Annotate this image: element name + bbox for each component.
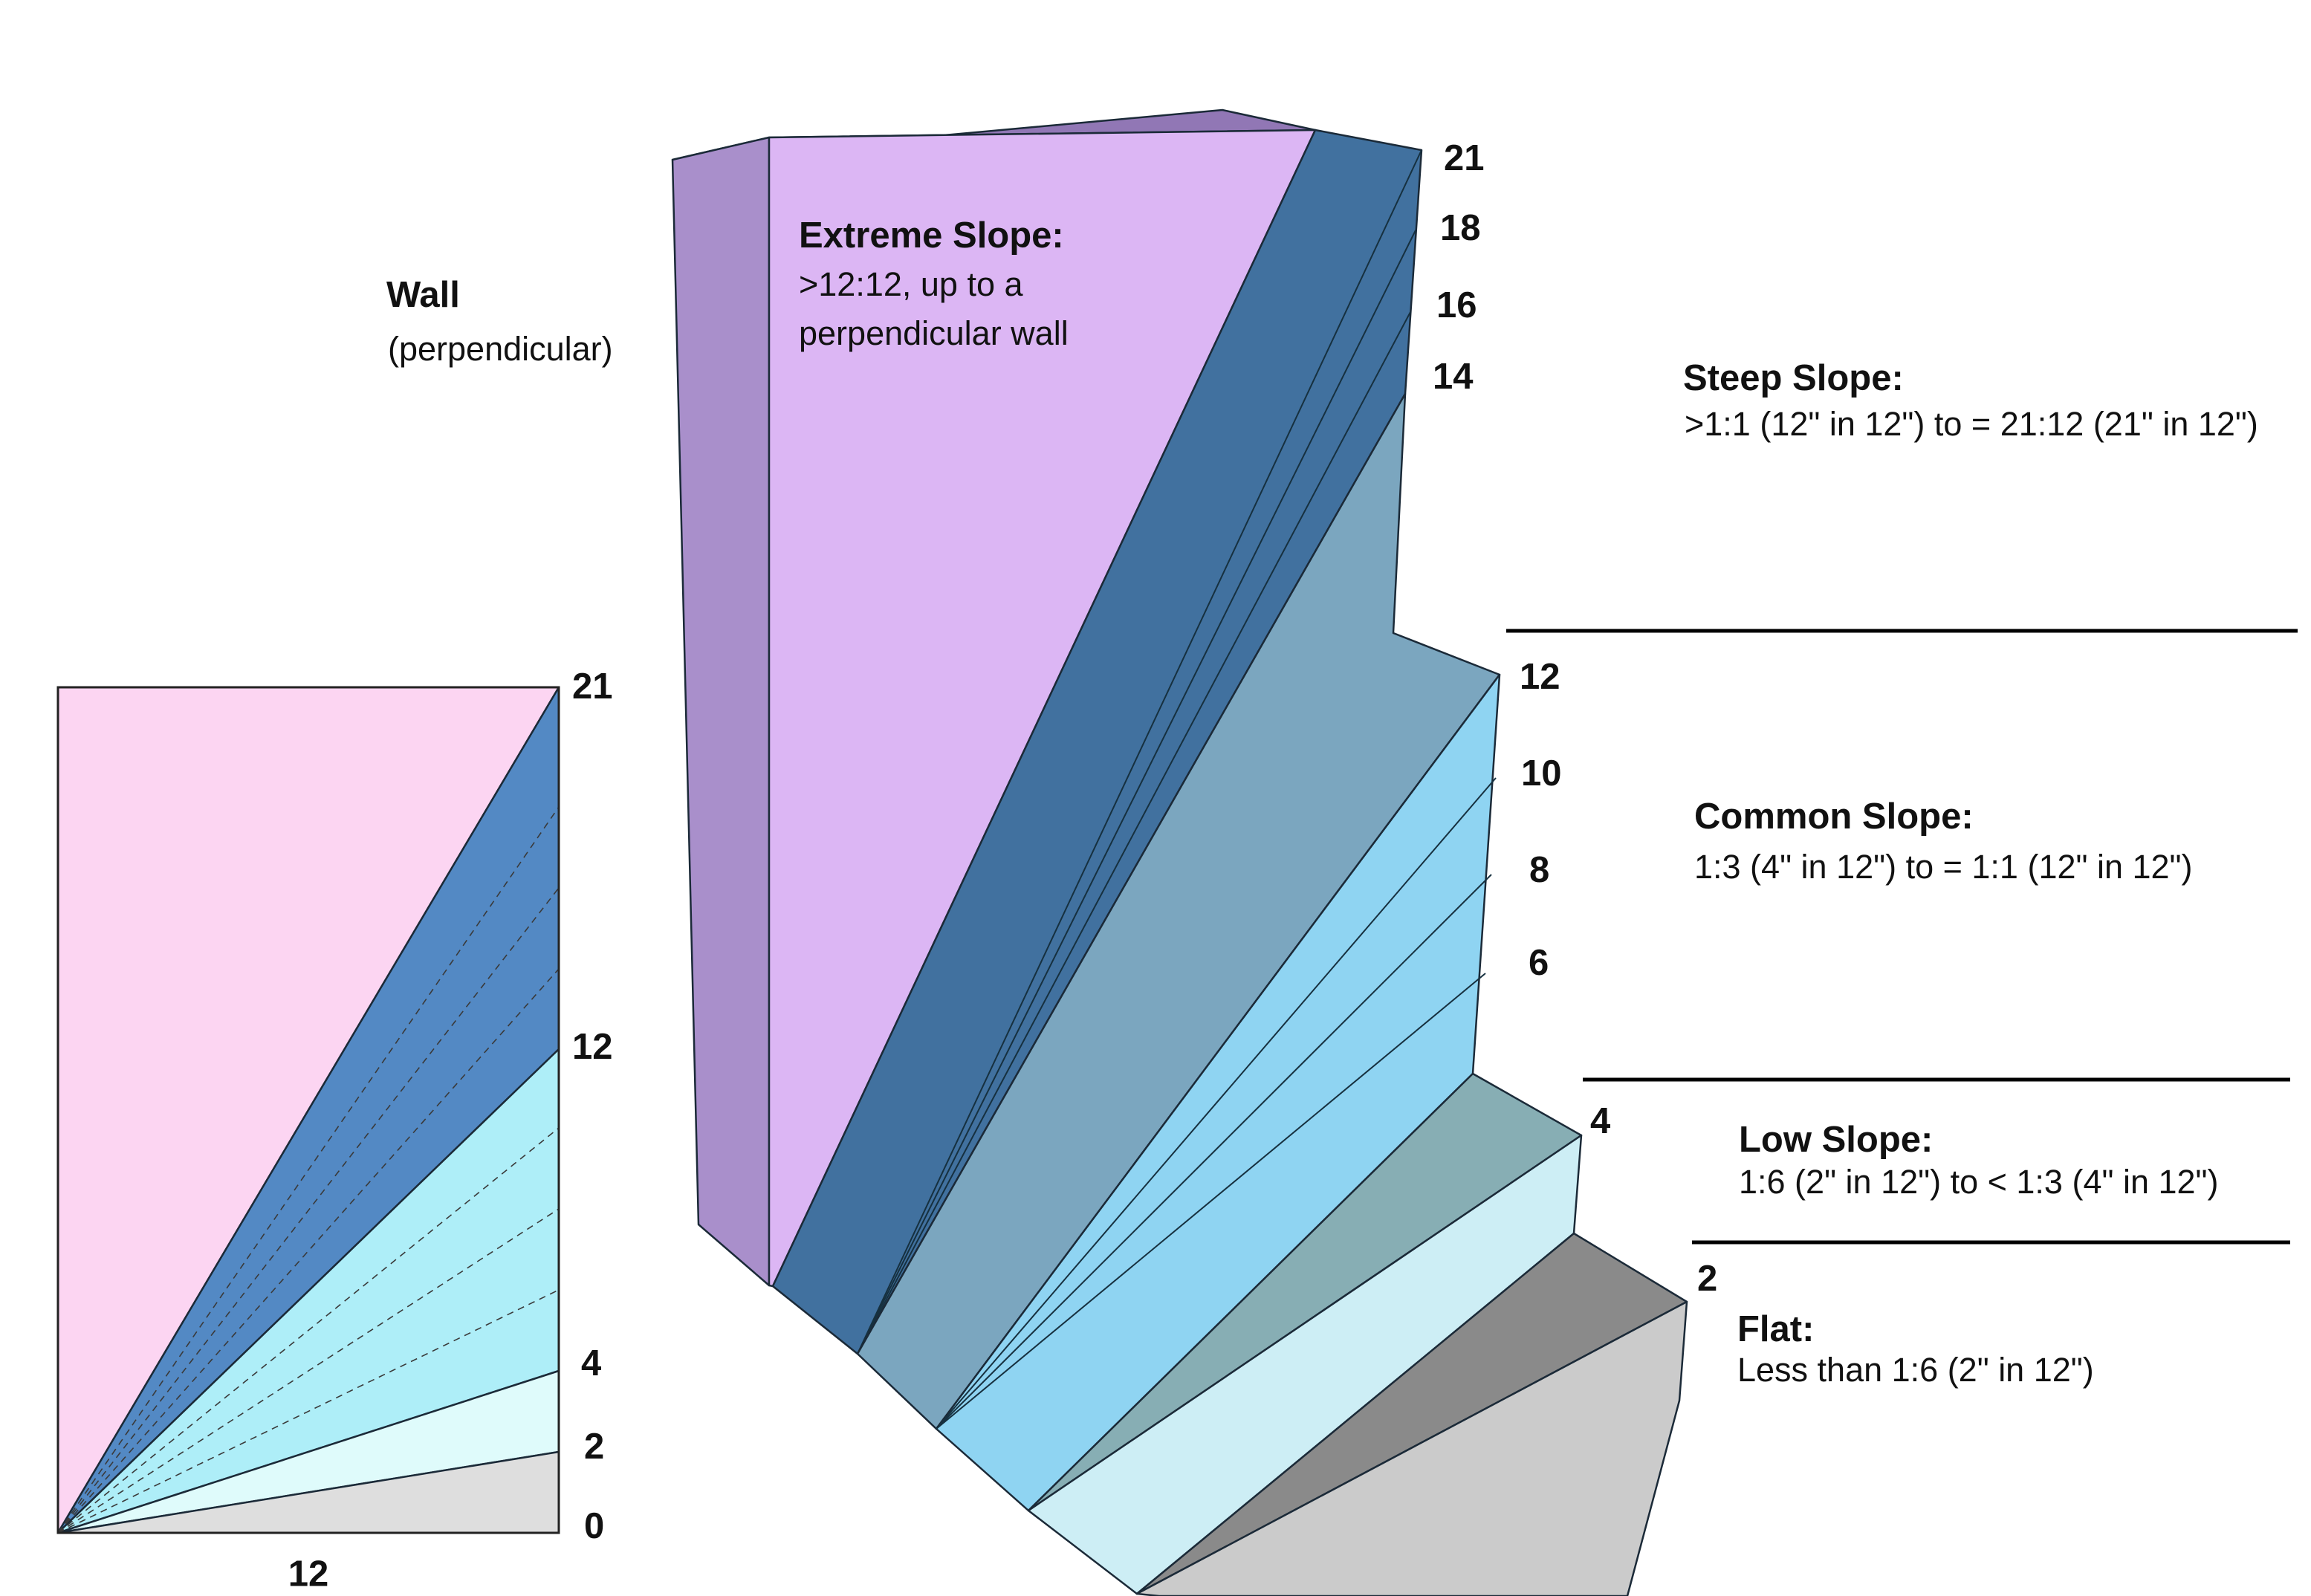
common-ridge-10: [936, 777, 1497, 1430]
label-3d-8: 8: [1529, 850, 1549, 890]
slope-line-10: [57, 1127, 560, 1534]
label-2d-4: 4: [581, 1343, 601, 1383]
slope-line-6: [57, 1289, 560, 1534]
steep-ridge-21: [857, 149, 1422, 1355]
low-body: 1:6 (2" in 12") to < 1:3 (4" in 12"): [1739, 1163, 2219, 1201]
label-2d-21: 21: [572, 666, 613, 707]
label-3d-21: 21: [1444, 138, 1485, 178]
label-3d-4: 4: [1590, 1101, 1610, 1141]
steep-body: >1:1 (12" in 12") to = 21:12 (21" in 12"…: [1685, 405, 2258, 443]
label-3d-16: 16: [1436, 285, 1477, 325]
common-ridge-6: [936, 973, 1486, 1430]
extreme-line1: >12:12, up to a: [799, 265, 1023, 303]
wall-label-block: Wall (perpendicular): [386, 275, 613, 368]
category-text-blocks: Steep Slope: >1:1 (12" in 12") to = 21:1…: [1506, 358, 2298, 1389]
label-2d-2: 2: [584, 1427, 604, 1467]
slope-fan-2d: 21 12 4 2 0 12: [56, 666, 613, 1594]
extreme-heading: Extreme Slope:: [799, 215, 1064, 256]
label-3d-2: 2: [1697, 1259, 1717, 1299]
low-heading: Low Slope:: [1739, 1120, 1933, 1160]
label-3d-6: 6: [1529, 943, 1549, 983]
fan-2d-border: [56, 686, 560, 1534]
label-2d-run-12: 12: [288, 1554, 329, 1594]
slope-line-8: [57, 1208, 560, 1534]
steep-ridge-18: [857, 230, 1416, 1355]
common-heading: Common Slope:: [1694, 797, 1974, 837]
slope-line-18: [57, 806, 560, 1534]
steep-ridge-16: [857, 311, 1411, 1355]
label-2d-0: 0: [584, 1506, 604, 1546]
label-2d-12: 12: [572, 1027, 613, 1067]
steep-heading: Steep Slope:: [1683, 358, 1904, 398]
wall-side-face: [671, 136, 771, 1287]
label-3d-12: 12: [1520, 657, 1560, 697]
label-3d-18: 18: [1440, 208, 1481, 248]
flat-heading: Flat:: [1737, 1309, 1814, 1349]
slope-line-16: [57, 887, 560, 1534]
wall-label-title: Wall: [386, 275, 460, 315]
extreme-line2: perpendicular wall: [799, 314, 1069, 352]
label-3d-14: 14: [1433, 357, 1474, 397]
label-3d-10: 10: [1521, 753, 1562, 794]
extreme-slope-block: Extreme Slope: >12:12, up to a perpendic…: [799, 215, 1069, 352]
common-body: 1:3 (4" in 12") to = 1:1 (12" in 12"): [1694, 848, 2193, 886]
height-labels-3d: 21 18 16 14 12 10 8 6 4 2: [1433, 138, 1717, 1299]
flat-body: Less than 1:6 (2" in 12"): [1737, 1351, 2094, 1389]
wall-label-sub: (perpendicular): [388, 330, 613, 368]
wedge-assembly-3d: Extreme Slope: >12:12, up to a perpendic…: [671, 108, 1717, 1596]
common-ridge-8: [936, 874, 1492, 1430]
